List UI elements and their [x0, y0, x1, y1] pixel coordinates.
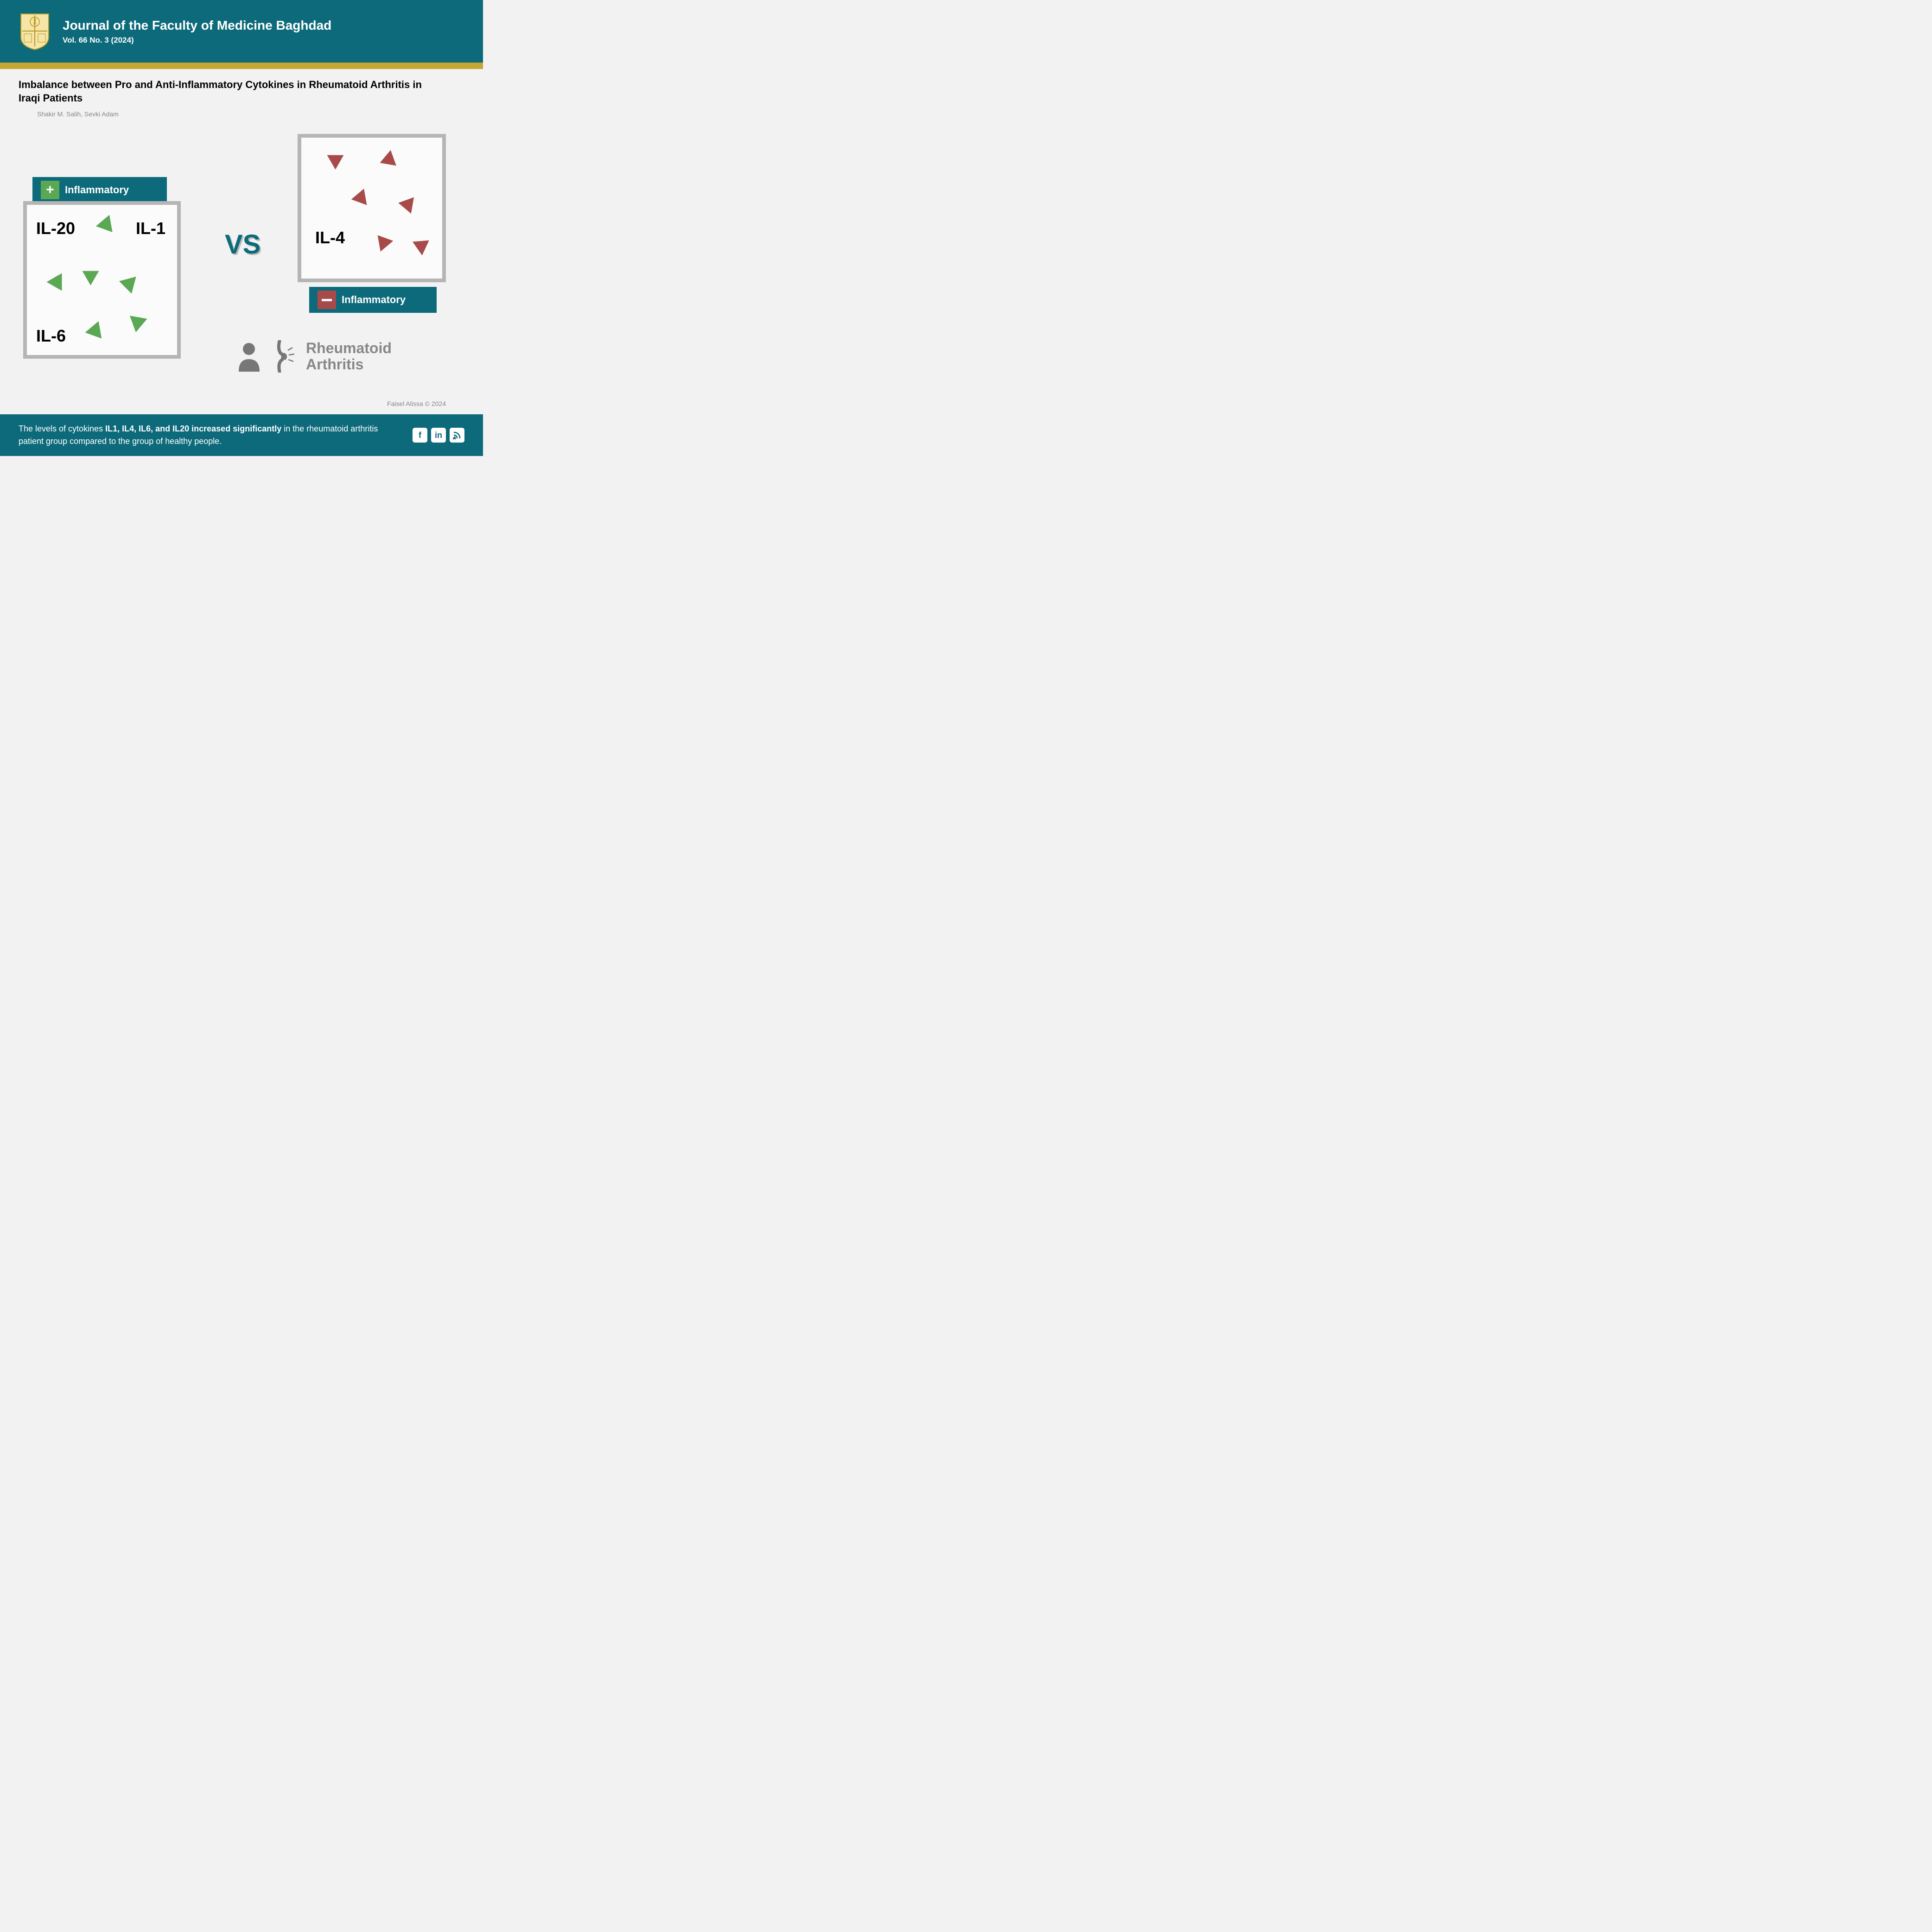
triangle-marker [96, 215, 119, 238]
pro-label-text: Inflammatory [65, 184, 129, 196]
plus-icon: + [41, 181, 59, 199]
gold-divider [0, 63, 483, 69]
triangle-marker [130, 310, 150, 332]
social-icons: f in [413, 428, 464, 443]
content-area: Imbalance between Pro and Anti-Inflammat… [0, 69, 483, 414]
triangle-marker [380, 150, 402, 172]
triangle-marker [327, 148, 348, 170]
pro-inflammatory-box: IL-20 IL-1 IL-6 [23, 201, 181, 359]
journal-volume: Vol. 66 No. 3 (2024) [63, 36, 331, 45]
diagram: + Inflammatory IL-20 IL-1 IL-6 VS IL-4 I… [19, 122, 464, 410]
triangle-marker [413, 234, 434, 255]
header-text: Journal of the Faculty of Medicine Baghd… [63, 18, 331, 45]
il4-label: IL-4 [315, 228, 345, 247]
anti-label-text: Inflammatory [342, 294, 406, 306]
header: Journal of the Faculty of Medicine Baghd… [0, 0, 483, 63]
journal-title: Journal of the Faculty of Medicine Baghd… [63, 18, 331, 33]
joint-icon [271, 340, 297, 373]
credit-text: Faisel Alissa © 2024 [387, 400, 446, 407]
il20-label: IL-20 [36, 219, 75, 238]
vs-text: VS [225, 229, 261, 260]
ra-section: RheumatoidArthritis [236, 340, 392, 373]
article-title: Imbalance between Pro and Anti-Inflammat… [19, 78, 436, 105]
journal-logo [19, 12, 51, 51]
anti-inflammatory-label: Inflammatory [309, 287, 437, 313]
article-authors: Shakir M. Salih, Sevki Adam [37, 110, 464, 118]
footer: The levels of cytokines IL1, IL4, IL6, a… [0, 414, 483, 456]
rss-icon[interactable] [450, 428, 464, 443]
triangle-marker [119, 271, 142, 294]
il1-label: IL-1 [136, 219, 165, 238]
triangle-marker [85, 318, 107, 339]
footer-text: The levels of cytokines IL1, IL4, IL6, a… [19, 423, 389, 448]
footer-before: The levels of cytokines [19, 424, 105, 433]
triangle-marker [350, 189, 367, 208]
minus-icon [318, 291, 336, 309]
ra-text: RheumatoidArthritis [306, 340, 392, 373]
triangle-marker [78, 264, 99, 285]
triangle-marker [398, 192, 420, 214]
triangle-marker [378, 233, 395, 252]
il6-label: IL-6 [36, 326, 66, 346]
pro-inflammatory-label: + Inflammatory [32, 177, 167, 203]
facebook-icon[interactable]: f [413, 428, 427, 443]
footer-bold: IL1, IL4, IL6, and IL20 increased signif… [105, 424, 281, 433]
triangle-marker [47, 273, 62, 291]
linkedin-icon[interactable]: in [431, 428, 446, 443]
anti-inflammatory-box: IL-4 [298, 134, 446, 282]
person-icon [236, 342, 262, 372]
